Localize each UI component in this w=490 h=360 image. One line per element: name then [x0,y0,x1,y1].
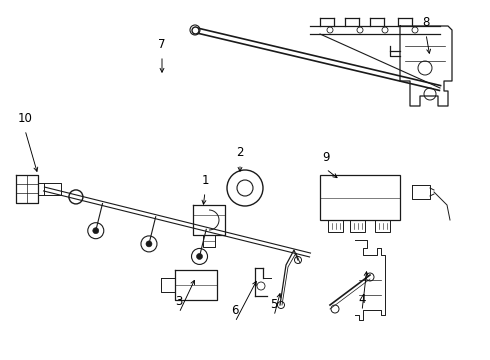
Text: 10: 10 [18,112,32,125]
Bar [320,175,400,220]
Text: 7: 7 [158,38,166,51]
Bar [328,220,343,232]
Text: 2: 2 [236,146,244,159]
Circle shape [196,253,202,260]
Text: 3: 3 [175,295,183,308]
Text: 4: 4 [358,293,366,306]
Text: 9: 9 [322,151,330,164]
Circle shape [146,241,152,247]
Text: 5: 5 [270,298,278,311]
Text: 8: 8 [422,16,430,29]
Bar [350,220,365,232]
Text: 1: 1 [201,174,209,187]
Text: 6: 6 [231,304,239,317]
Bar [375,220,390,232]
Circle shape [93,228,99,234]
